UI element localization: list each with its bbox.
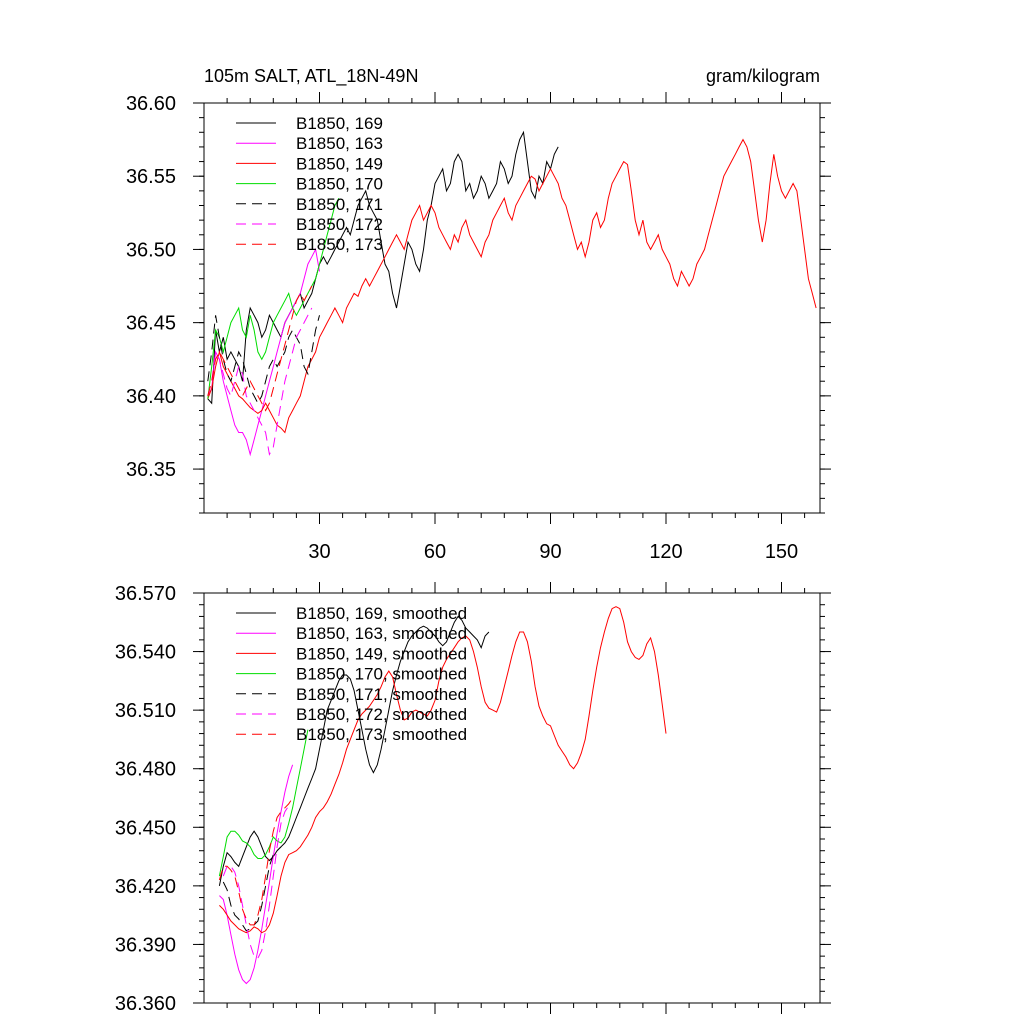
x-tick-label: 150 bbox=[765, 541, 798, 563]
bottom-axis-ticks bbox=[193, 582, 831, 1014]
legend-label: B1850, 169 bbox=[296, 114, 383, 133]
top-axis-ticks bbox=[193, 92, 831, 524]
series-line-1 bbox=[207, 247, 320, 457]
series-line-6 bbox=[218, 797, 294, 926]
legend-label: B1850, 173 bbox=[296, 235, 383, 254]
top-x-tick-labels: 30 60 90 120 150 bbox=[308, 541, 798, 563]
series-line-2 bbox=[219, 606, 667, 934]
series-line-1 bbox=[219, 764, 294, 985]
x-tick-label: 120 bbox=[649, 541, 682, 563]
y-tick-label: 36.390 bbox=[115, 934, 176, 956]
bottom-y-tick-labels: 36.360 36.390 36.420 36.450 36.480 36.510 36.5… bbox=[115, 583, 176, 1015]
series-line-0 bbox=[207, 130, 559, 405]
series-line-3 bbox=[207, 197, 340, 399]
y-tick-label: 36.570 bbox=[115, 583, 176, 605]
y-tick-label: 36.50 bbox=[126, 239, 176, 261]
legend-label: B1850, 163, smoothed bbox=[296, 624, 467, 643]
y-tick-label: 36.45 bbox=[126, 313, 176, 335]
legend-label: B1850, 149, smoothed bbox=[296, 644, 467, 663]
y-tick-label: 36.510 bbox=[115, 700, 176, 722]
x-tick-label: 90 bbox=[539, 541, 561, 563]
y-tick-label: 36.360 bbox=[115, 993, 176, 1015]
y-tick-label: 36.55 bbox=[126, 166, 176, 188]
series-line-4 bbox=[207, 315, 320, 405]
series-line-6 bbox=[207, 285, 313, 412]
y-tick-label: 36.60 bbox=[126, 93, 176, 115]
series-line-4 bbox=[222, 846, 282, 932]
series-line-0 bbox=[218, 615, 490, 886]
x-tick-label: 60 bbox=[424, 541, 446, 563]
y-tick-label: 36.420 bbox=[115, 876, 176, 898]
chart-units: gram/kilogram bbox=[706, 66, 820, 86]
series-line-5 bbox=[222, 805, 290, 959]
x-tick-label: 30 bbox=[308, 541, 330, 563]
series-line-5 bbox=[207, 307, 313, 456]
bottom-series-lines bbox=[218, 606, 667, 985]
y-tick-label: 36.35 bbox=[126, 459, 176, 481]
series-line-3 bbox=[218, 729, 309, 877]
y-tick-label: 36.540 bbox=[115, 642, 176, 664]
y-tick-label: 36.450 bbox=[115, 817, 176, 839]
legend-label: B1850, 172 bbox=[296, 215, 383, 234]
chart-title: 105m SALT, ATL_18N-49N bbox=[204, 66, 418, 87]
y-tick-label: 36.480 bbox=[115, 759, 176, 781]
legend-label: B1850, 171, smoothed bbox=[296, 685, 467, 704]
y-tick-label: 36.40 bbox=[126, 386, 176, 408]
top-series-lines bbox=[207, 130, 817, 457]
legend-label: B1850, 173, smoothed bbox=[296, 725, 467, 744]
legend-label: B1850, 170, smoothed bbox=[296, 665, 467, 684]
bottom-plot-frame bbox=[203, 592, 821, 1004]
legend-label: B1850, 170 bbox=[296, 175, 383, 194]
legend-label: B1850, 172, smoothed bbox=[296, 705, 467, 724]
bottom-panel: 36.360 36.390 36.420 36.450 36.480 36.510 36.5… bbox=[115, 582, 831, 1015]
legend-label: B1850, 171 bbox=[296, 195, 383, 214]
legend-label: B1850, 149 bbox=[296, 154, 383, 173]
legend-label: B1850, 169, smoothed bbox=[296, 604, 467, 623]
legend-label: B1850, 163 bbox=[296, 134, 383, 153]
top-panel: 36.35 36.40 36.45 36.50 36.55 36.60 30 60 90 120… bbox=[126, 92, 831, 563]
top-y-tick-labels: 36.35 36.40 36.45 36.50 36.55 36.60 bbox=[126, 93, 176, 481]
